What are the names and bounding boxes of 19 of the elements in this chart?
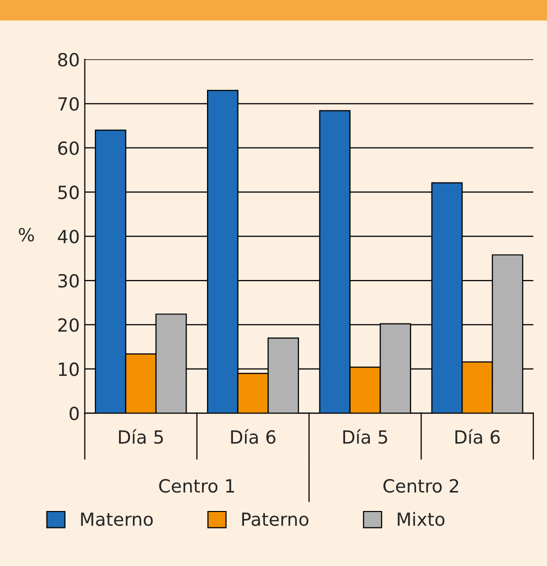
y-tick-label: 70 <box>58 97 79 111</box>
y-tick-label: 40 <box>58 230 79 244</box>
y-tick-label: 60 <box>58 141 79 155</box>
y-tick-label: 30 <box>58 274 79 288</box>
x-tick-label: Día 5 <box>343 429 388 444</box>
legend-label: Materno <box>81 512 153 526</box>
legend-label: Paterno <box>242 512 308 526</box>
y-axis-title: % <box>18 228 34 242</box>
x-tick-label: Día 6 <box>455 429 500 444</box>
legend-label: Mixto <box>398 512 444 526</box>
text: Centro 1 <box>159 479 234 493</box>
x-tick-label: Día 6 <box>231 429 276 444</box>
y-tick-label: 0 <box>70 406 79 420</box>
y-tick-label: 80 <box>58 52 79 67</box>
x-tick-label: Día 5 <box>119 429 163 444</box>
y-tick-label: 10 <box>58 362 79 376</box>
y-tick-label: 50 <box>58 186 79 200</box>
y-tick-label: 20 <box>58 318 79 332</box>
text: Centro 2 <box>383 479 458 493</box>
